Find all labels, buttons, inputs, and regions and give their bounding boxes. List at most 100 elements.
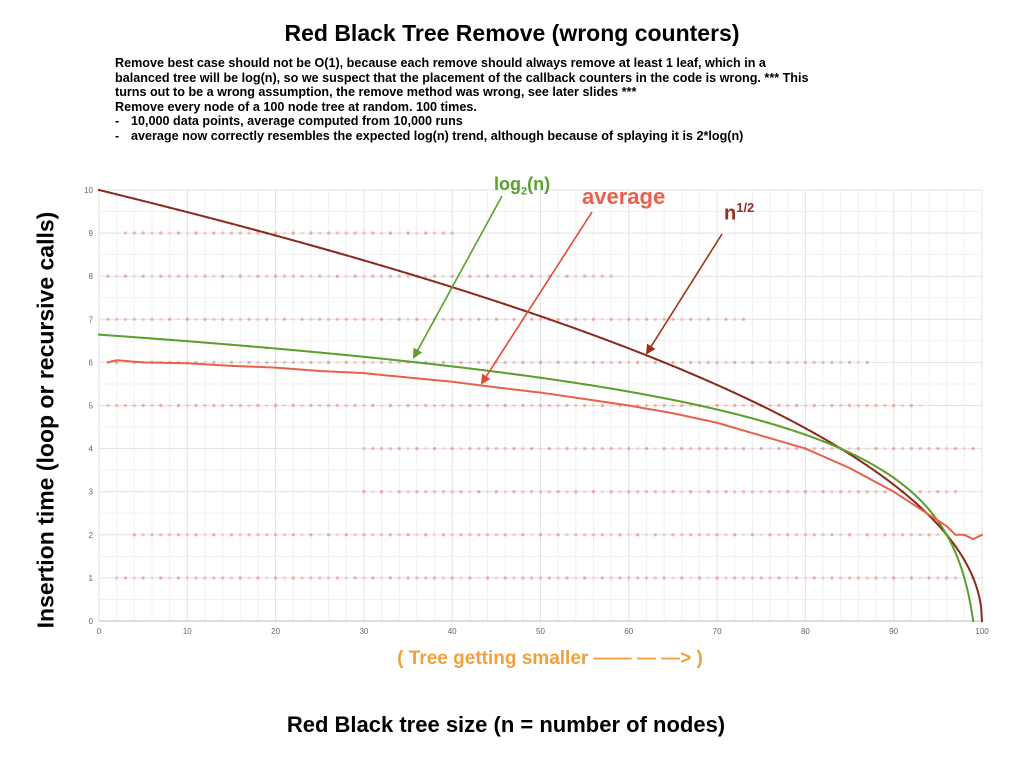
scatter-point xyxy=(724,360,728,365)
scatter-point xyxy=(212,576,216,580)
scatter-point xyxy=(123,317,128,321)
scatter-point xyxy=(335,360,340,365)
scatter-point xyxy=(662,317,666,321)
scatter-point xyxy=(521,533,525,537)
scatter-point xyxy=(441,490,446,494)
scatter-point xyxy=(397,317,401,321)
scatter-point xyxy=(326,231,331,235)
scatter-point xyxy=(476,576,481,580)
scatter-point xyxy=(132,576,137,580)
scatter-point xyxy=(256,317,260,321)
scatter-point xyxy=(874,446,878,451)
scatter-point xyxy=(865,403,869,408)
scatter-point xyxy=(229,576,234,580)
scatter-point xyxy=(203,403,207,408)
scatter-point xyxy=(388,231,393,235)
scatter-point xyxy=(291,360,295,365)
scatter-point xyxy=(803,403,808,408)
scatter-point xyxy=(238,576,242,580)
scatter-point xyxy=(132,274,137,278)
scatter-point xyxy=(786,576,790,580)
scatter-point xyxy=(936,576,940,580)
scatter-point xyxy=(556,360,560,365)
scatter-point xyxy=(582,403,587,408)
scatter-point xyxy=(485,490,490,494)
scatter-point xyxy=(556,576,560,580)
scatter-point xyxy=(220,403,225,408)
scatter-point xyxy=(821,576,825,580)
scatter-point xyxy=(662,490,666,494)
scatter-point xyxy=(600,490,605,494)
scatter-point xyxy=(273,360,278,365)
scatter-point xyxy=(167,231,172,235)
scatter-point xyxy=(741,533,746,537)
scatter-point xyxy=(971,446,975,451)
scatter-point xyxy=(512,274,516,278)
scatter-point xyxy=(353,533,357,537)
scatter-point xyxy=(220,274,225,278)
scatter-point xyxy=(662,576,666,580)
scatter-point xyxy=(529,360,534,365)
scatter-point xyxy=(759,490,763,494)
scatter-point xyxy=(768,576,772,580)
scatter-point xyxy=(485,403,490,408)
scatter-point xyxy=(485,317,490,321)
scatter-point xyxy=(238,317,242,321)
scatter-point xyxy=(794,403,799,408)
scatter-point xyxy=(839,533,843,537)
scatter-point xyxy=(847,533,852,537)
scatter-point xyxy=(786,446,790,451)
scatter-point xyxy=(432,360,437,365)
scatter-point xyxy=(856,360,861,365)
scatter-point xyxy=(326,533,331,537)
scatter-point xyxy=(847,490,852,494)
scatter-point xyxy=(353,274,357,278)
scatter-point xyxy=(229,231,234,235)
scatter-point xyxy=(715,446,719,451)
scatter-point xyxy=(229,403,234,408)
scatter-point xyxy=(750,533,755,537)
scatter-point xyxy=(159,403,163,408)
scatter-point xyxy=(167,274,172,278)
scatter-point xyxy=(300,533,304,537)
scatter-point xyxy=(247,274,251,278)
scatter-point xyxy=(318,576,322,580)
scatter-point xyxy=(662,533,666,537)
scatter-point xyxy=(768,533,772,537)
scatter-point xyxy=(371,490,375,494)
scatter-point xyxy=(326,403,331,408)
x-tick-label: 30 xyxy=(359,627,368,636)
scatter-point xyxy=(927,446,931,451)
scatter-point xyxy=(609,274,613,278)
scatter-point xyxy=(185,317,189,321)
scatter-point xyxy=(379,360,384,365)
scatter-point xyxy=(415,446,419,451)
scatter-point xyxy=(132,403,137,408)
note-bullet: - 10,000 data points, average computed f… xyxy=(115,114,975,129)
scatter-point xyxy=(220,360,225,365)
scatter-point xyxy=(450,490,454,494)
scatter-point xyxy=(273,403,278,408)
scatter-point xyxy=(671,576,675,580)
scatter-point xyxy=(494,274,499,278)
scatter-point xyxy=(556,446,560,451)
scatter-point xyxy=(194,317,198,321)
scatter-point xyxy=(680,490,684,494)
scatter-point xyxy=(494,533,499,537)
scatter-point xyxy=(812,490,816,494)
scatter-point xyxy=(194,231,198,235)
scatter-point xyxy=(397,533,401,537)
scatter-point xyxy=(371,317,375,321)
scatter-point xyxy=(953,576,958,580)
scatter-point xyxy=(300,403,304,408)
scatter-point xyxy=(750,490,755,494)
scatter-point xyxy=(600,403,605,408)
scatter-point xyxy=(883,576,887,580)
scatter-point xyxy=(874,490,878,494)
scatter-point xyxy=(688,446,693,451)
scatter-point xyxy=(450,576,454,580)
scatter-point xyxy=(141,533,145,537)
scatter-point xyxy=(635,360,640,365)
scatter-point xyxy=(167,576,172,580)
